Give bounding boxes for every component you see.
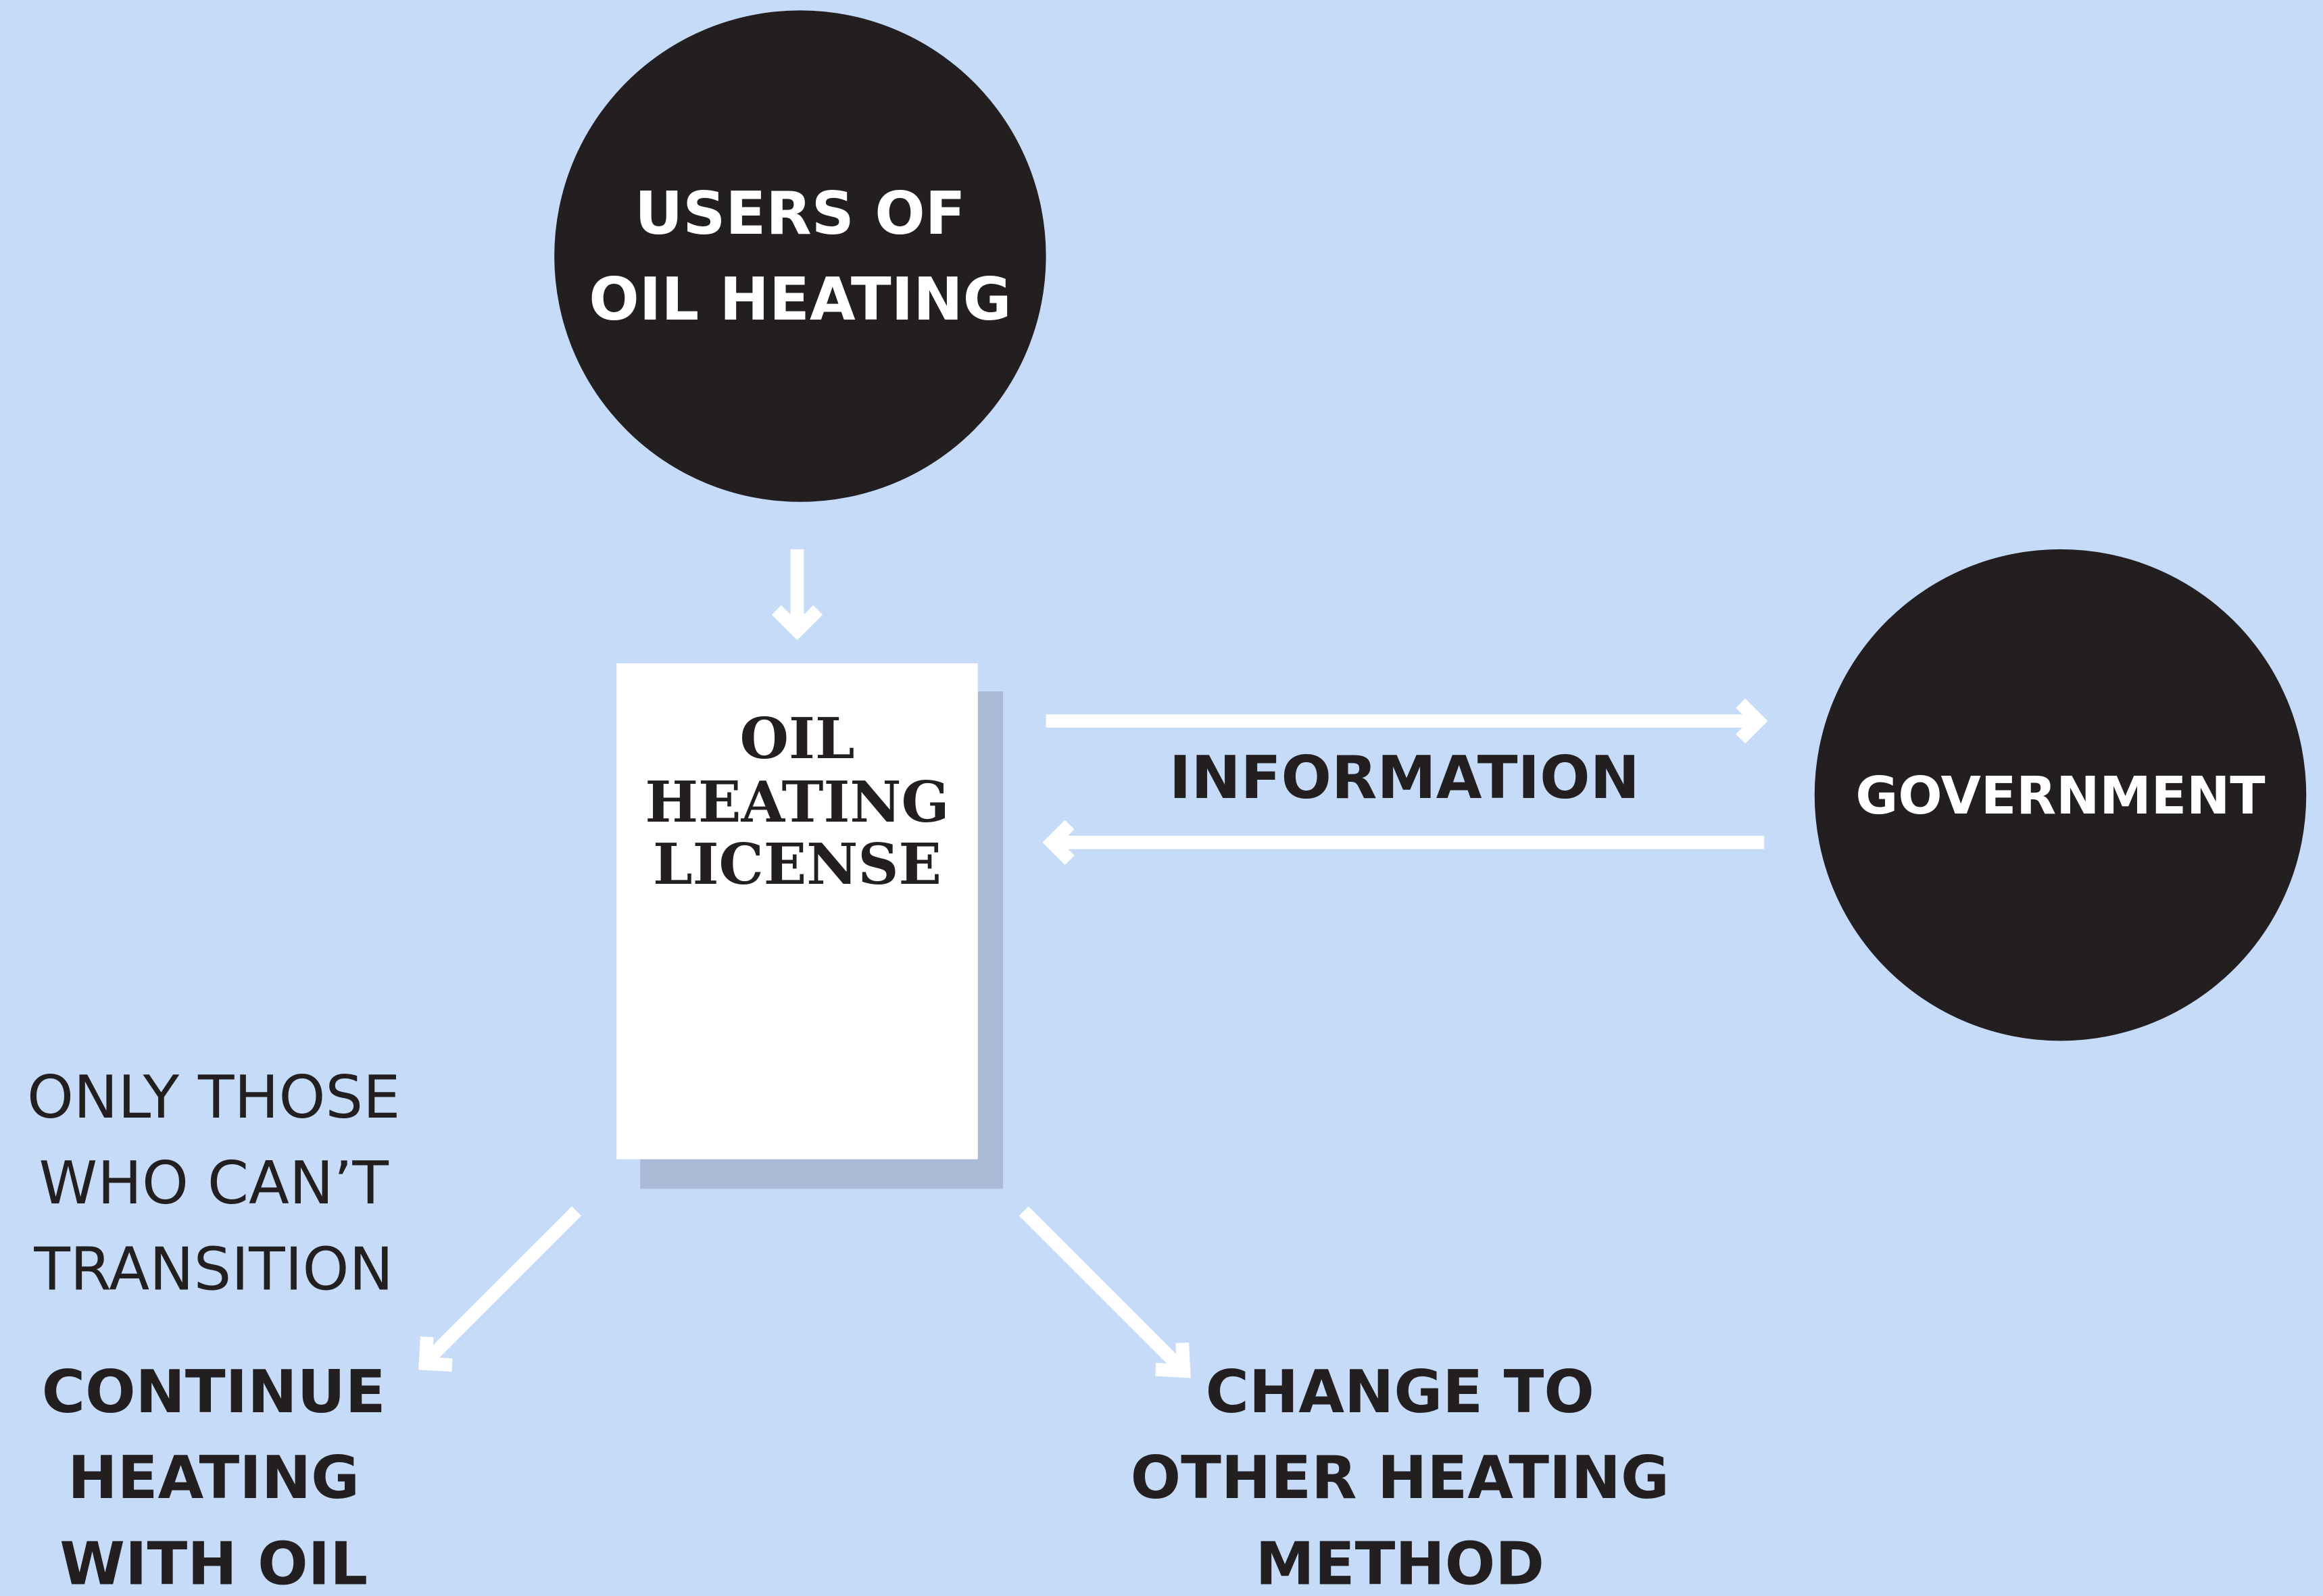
information-arrow-right	[1046, 698, 1768, 744]
change-arrow	[1019, 1206, 1191, 1378]
license-document	[616, 663, 978, 1159]
change-label: CHANGE TO	[1206, 1357, 1594, 1426]
information-label: INFORMATION	[1169, 743, 1640, 812]
continue-label: HEATING	[68, 1443, 360, 1512]
government-circle	[1814, 549, 2307, 1041]
information-arrow-left	[1042, 820, 1765, 865]
government-label: GOVERNMENT	[1855, 766, 2265, 826]
condition-note: TRANSITION	[33, 1235, 393, 1303]
change-label: OTHER HEATING	[1131, 1443, 1669, 1512]
change-label: METHOD	[1256, 1529, 1544, 1596]
license-label: HEATING	[645, 769, 949, 835]
users-circle	[554, 10, 1046, 502]
condition-note: WHO CAN’T	[39, 1149, 389, 1218]
down-arrow	[771, 549, 823, 641]
continue-arrow	[418, 1206, 581, 1372]
users-label: OIL HEATING	[589, 265, 1011, 334]
license-label: OIL	[739, 705, 854, 772]
license-label: LICENSE	[653, 831, 942, 897]
condition-note: ONLY THOSE	[27, 1063, 400, 1132]
continue-label: WITH OIL	[59, 1529, 368, 1596]
continue-label: CONTINUE	[42, 1357, 386, 1426]
users-label: USERS OF	[635, 179, 966, 248]
